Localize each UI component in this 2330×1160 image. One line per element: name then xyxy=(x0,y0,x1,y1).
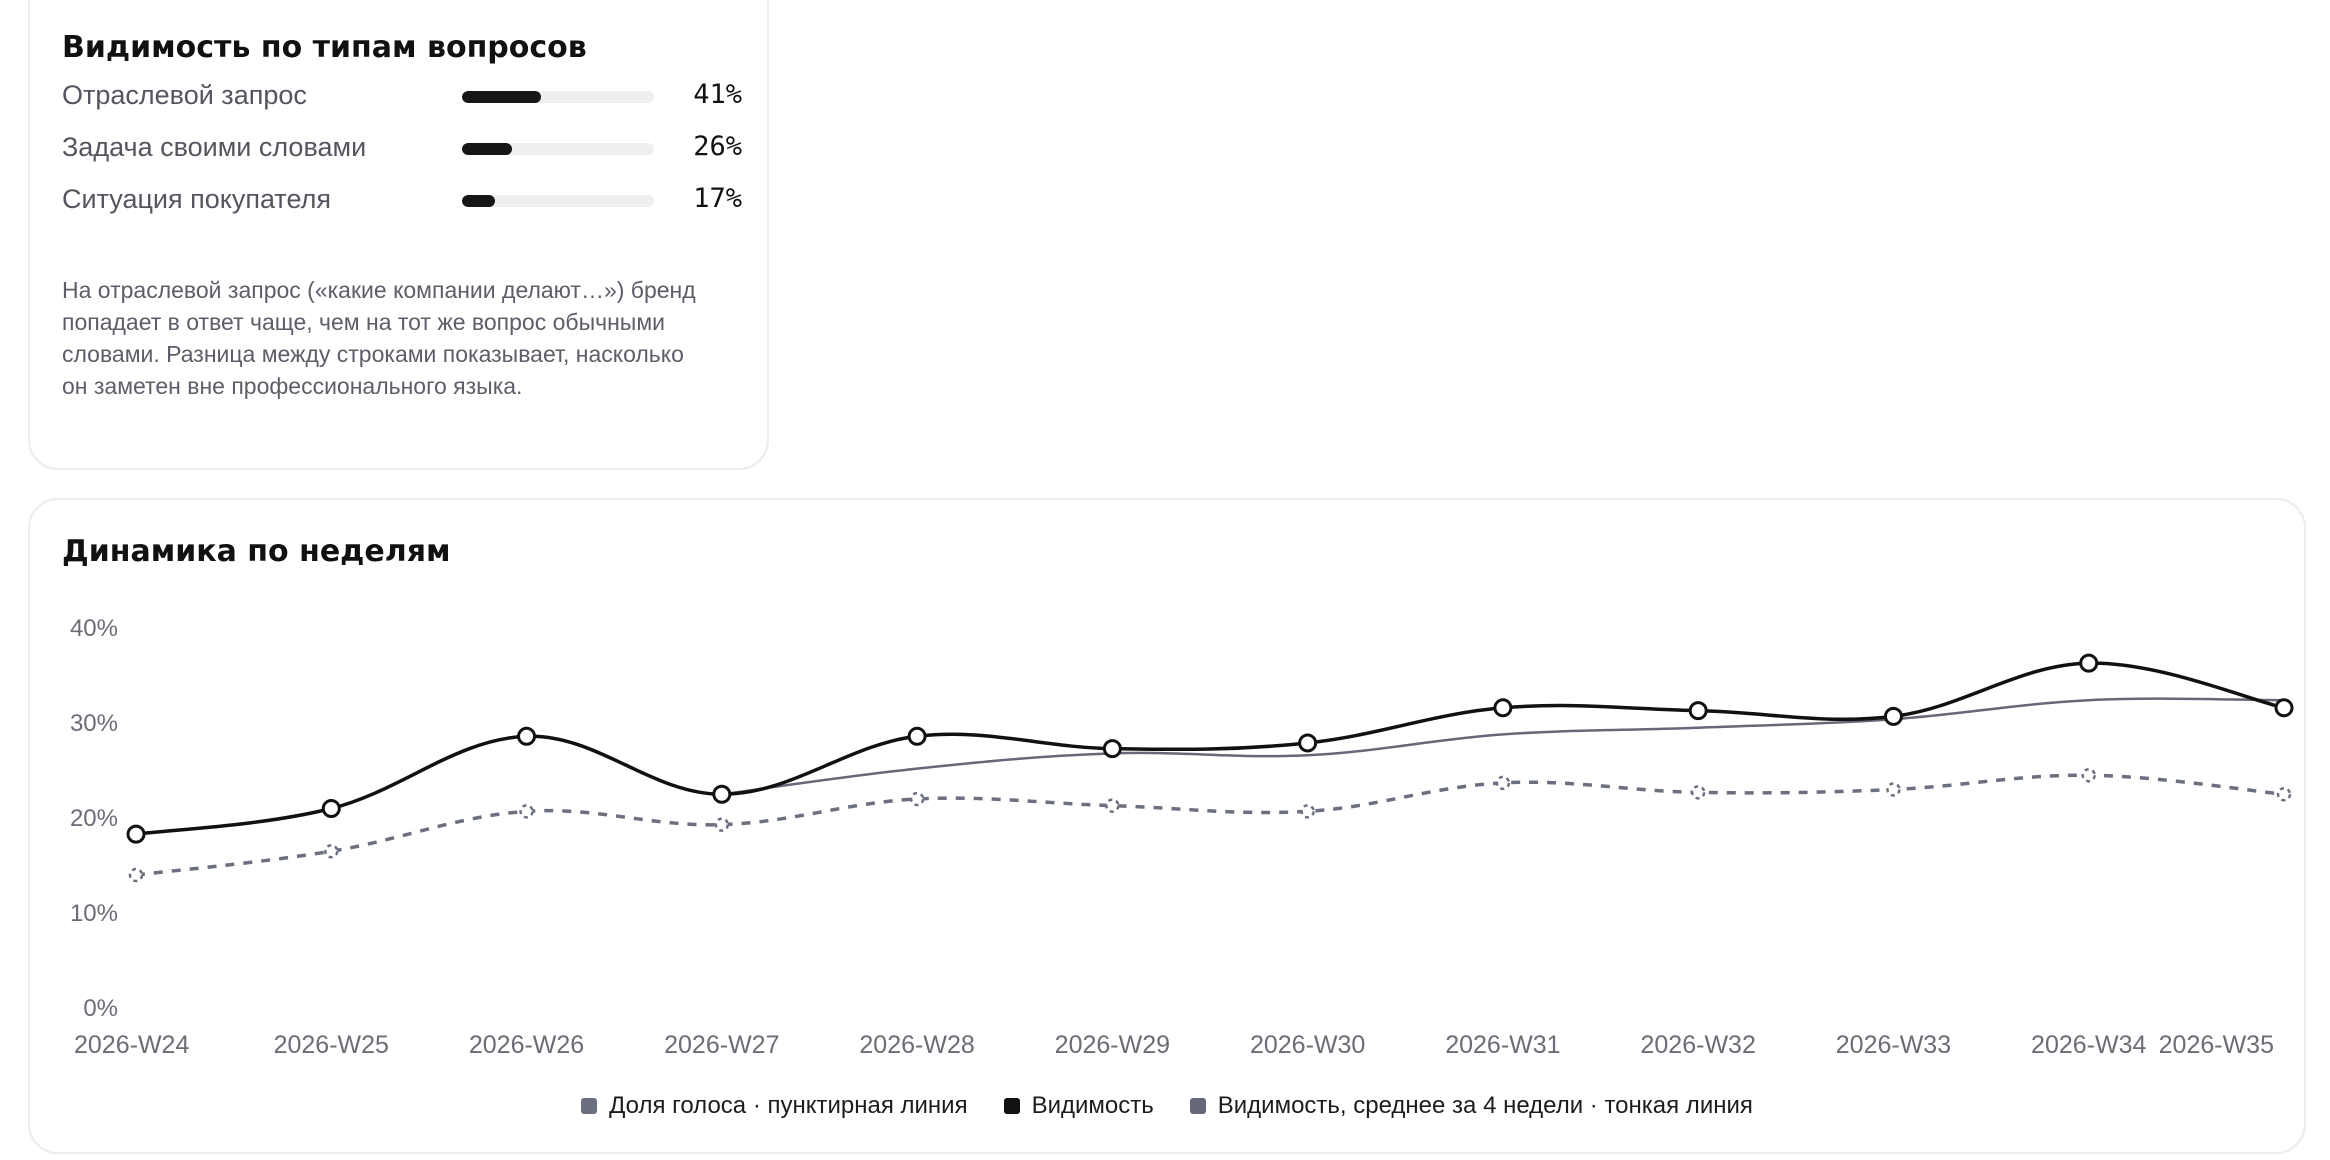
type-progress-track xyxy=(462,143,654,155)
x-tick-label: 2026-W28 xyxy=(859,1031,974,1059)
visibility-point xyxy=(2079,653,2099,673)
weekly-line-chart: 40% 30% 20% 10% 0% 2026-W24 2026-W25 2026-W26 20… xyxy=(70,615,2294,1059)
x-tick-label: 2026-W30 xyxy=(1250,1031,1365,1059)
visibility-point xyxy=(907,726,927,746)
type-progress-fill xyxy=(462,195,495,207)
type-row-industry: Отраслевой запрос 41% xyxy=(62,75,762,115)
x-tick-label: 2026-W34 xyxy=(2031,1031,2146,1059)
share-of-voice-point xyxy=(519,804,534,819)
question-types-card: Видимость по типам вопросов Отраслевой з… xyxy=(28,0,769,470)
visibility-point xyxy=(1688,701,1708,721)
x-tick-label: 2026-W32 xyxy=(1641,1031,1756,1059)
share-of-voice-point xyxy=(1300,804,1315,819)
x-tick-label: 2026-W27 xyxy=(664,1031,779,1059)
share-of-voice-point xyxy=(324,844,339,859)
visibility-point xyxy=(1883,706,1903,726)
type-value: 26% xyxy=(693,131,742,162)
visibility-point xyxy=(517,726,537,746)
legend-swatch xyxy=(1003,1098,1020,1114)
visibility-point xyxy=(321,799,341,818)
types-explanation-note: На отраслевой запрос («какие компании де… xyxy=(62,277,696,399)
share-of-voice-line xyxy=(135,773,2285,877)
type-label: Отраслевой запрос xyxy=(62,80,307,110)
share-of-voice-point xyxy=(1495,775,1511,791)
type-progress-fill xyxy=(462,91,541,103)
x-tick-label: 2026-W24 xyxy=(74,1031,189,1059)
legend-label: Видимость xyxy=(1031,1092,1154,1119)
legend-swatch xyxy=(581,1098,598,1114)
legend-item: Доля голоса · пунктирная линия xyxy=(581,1092,968,1120)
type-value: 41% xyxy=(693,79,742,110)
x-tick-label: 2026-W26 xyxy=(469,1031,584,1059)
question-types-title: Видимость по типам вопросов xyxy=(62,30,587,65)
chart-legend: Доля голоса · пунктирная линия Видимость В… xyxy=(30,1092,2304,1120)
visibility-point xyxy=(1298,733,1318,753)
x-tick-label: 2026-W25 xyxy=(274,1031,389,1059)
y-tick-label: 20% xyxy=(70,805,118,832)
visibility-point xyxy=(1493,698,1513,718)
type-progress-track xyxy=(462,195,654,207)
share-of-voice-point xyxy=(2276,787,2292,802)
visibility-line xyxy=(135,661,2285,836)
share-of-voice-point xyxy=(1886,782,1901,797)
x-tick-label: 2026-W35 xyxy=(2159,1031,2274,1059)
type-label: Задача своими словами xyxy=(62,132,367,162)
visibility-point xyxy=(1102,739,1122,759)
weekly-dynamics-title: Динамика по неделям xyxy=(62,534,451,569)
x-tick-label: 2026-W29 xyxy=(1055,1031,1170,1059)
share-of-voice-point xyxy=(714,817,730,832)
share-of-voice-point xyxy=(1105,798,1120,813)
share-of-voice-point xyxy=(909,791,925,807)
type-value: 17% xyxy=(693,183,742,214)
x-tick-label: 2026-W33 xyxy=(1836,1031,1951,1059)
legend-label: Доля голоса · пунктирная линия xyxy=(609,1092,968,1119)
share-of-voice-point xyxy=(128,867,144,883)
legend-item: Видимость, среднее за 4 недели · тонкая … xyxy=(1189,1092,1753,1120)
y-tick-label: 0% xyxy=(83,995,118,1022)
visibility-point xyxy=(126,824,146,844)
type-row-buyer-situation: Ситуация покупателя 17% xyxy=(62,179,762,219)
type-progress-track xyxy=(462,91,654,103)
share-of-voice-point xyxy=(2081,768,2096,783)
visibility-point xyxy=(712,784,732,804)
x-tick-label: 2026-W31 xyxy=(1445,1031,1560,1059)
legend-item: Видимость xyxy=(1003,1092,1154,1120)
legend-label: Видимость, среднее за 4 недели · тонкая … xyxy=(1217,1092,1753,1119)
visibility-point xyxy=(2274,698,2294,718)
type-label: Ситуация покупателя xyxy=(62,184,331,214)
type-progress-fill xyxy=(462,143,512,155)
legend-swatch xyxy=(1189,1098,1206,1114)
share-of-voice-point xyxy=(1690,785,1706,800)
y-tick-label: 30% xyxy=(70,710,118,737)
y-tick-label: 10% xyxy=(70,900,118,927)
weekly-dynamics-card: Динамика по неделям 40% 30% 20% 10% 0% 2026-W… xyxy=(28,498,2306,1154)
type-row-own-words: Задача своими словами 26% xyxy=(62,127,762,167)
visibility-avg-line xyxy=(721,697,2285,796)
y-tick-label: 40% xyxy=(70,615,118,642)
